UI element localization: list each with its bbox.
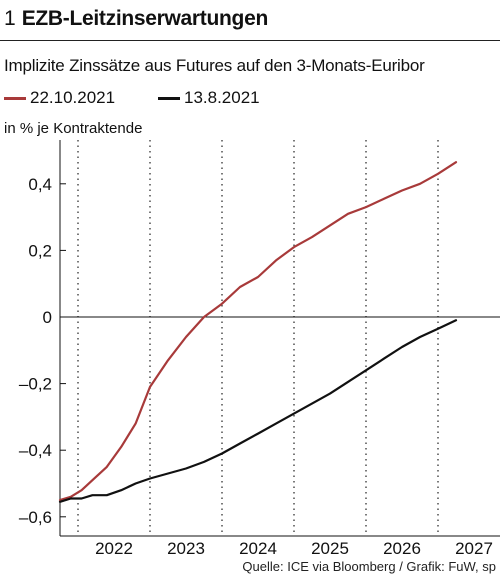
series-line-1 <box>58 161 458 502</box>
x-tick-label: 2026 <box>383 539 421 558</box>
y-tick-label: 0,2 <box>28 241 52 260</box>
x-tick-label: 2027 <box>455 539 493 558</box>
chart-title-text: EZB-Leitzinserwartungen <box>21 7 269 30</box>
y-tick-label: –0,6 <box>19 508 52 527</box>
source-credit: Quelle: ICE via Bloomberg / Grafik: FuW,… <box>242 559 496 574</box>
legend-label-series-1: 22.10.2021 <box>30 88 116 107</box>
legend-label-series-2: 13.8.2021 <box>184 88 260 107</box>
chart-title: 1 EZB-Leitzinserwartungen <box>4 6 268 32</box>
y-tick-label: 0,4 <box>28 175 52 194</box>
y-tick-label: –0,2 <box>19 375 52 394</box>
series-line-2 <box>58 319 458 503</box>
chart-number: 1 <box>4 7 16 30</box>
x-tick-label: 2022 <box>95 539 133 558</box>
y-tick-label: 0 <box>43 308 52 327</box>
chart-subtitle: Implizite Zinssätze aus Futures auf den … <box>4 56 425 75</box>
x-tick-label: 2025 <box>311 539 349 558</box>
legend-swatch-series-2 <box>158 97 180 100</box>
x-tick-label: 2023 <box>167 539 205 558</box>
x-tick-label: 2024 <box>239 539 277 558</box>
legend-swatch-series-1 <box>4 97 26 100</box>
y-tick-label: –0,4 <box>19 441 52 460</box>
y-axis-unit-label: in % je Kontraktende <box>4 120 143 137</box>
title-rule <box>0 40 500 41</box>
